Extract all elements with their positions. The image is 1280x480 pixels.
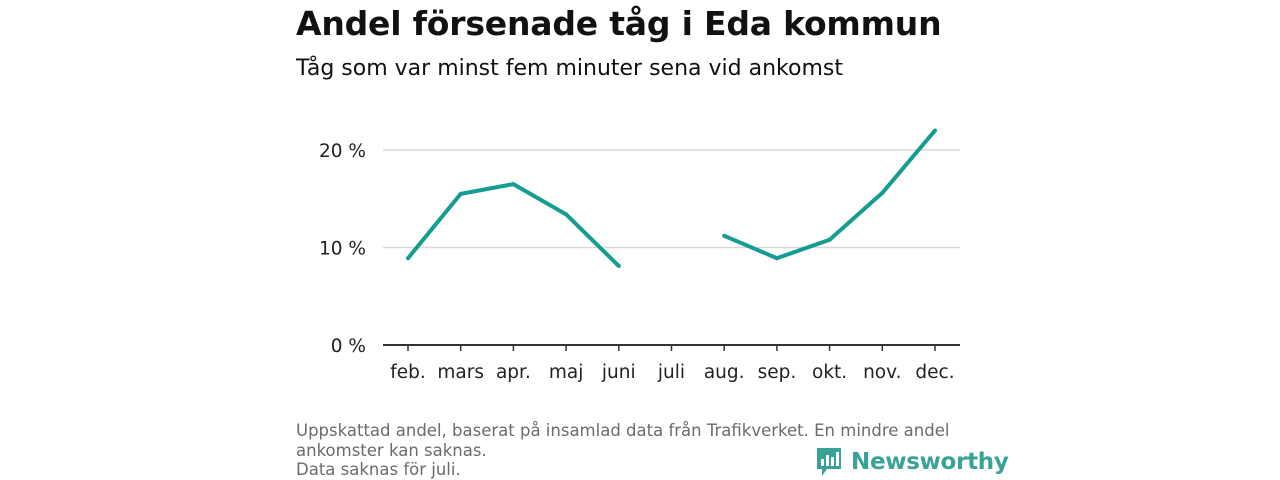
- brand-name: Newsworthy: [851, 449, 1009, 475]
- data-point: [406, 256, 410, 261]
- data-point: [827, 237, 832, 242]
- data-point: [564, 212, 569, 217]
- series-line: [406, 128, 937, 269]
- x-tick-label: aug.: [704, 362, 745, 383]
- newsworthy-logo-icon: [817, 448, 841, 476]
- data-point: [616, 264, 621, 269]
- data-point: [880, 190, 885, 195]
- x-tick-label: nov.: [863, 362, 901, 383]
- x-tick-label: okt.: [812, 362, 847, 383]
- y-tick-label: 20 %: [319, 141, 366, 162]
- x-tick-label: mars: [437, 362, 484, 383]
- data-point: [511, 182, 516, 187]
- data-point: [722, 233, 727, 238]
- x-tick-label: juni: [601, 362, 636, 383]
- footnote-line-2: ankomster kan saknas.: [296, 440, 487, 460]
- newsworthy-logo: Newsworthy: [815, 446, 1009, 478]
- data-point: [774, 256, 779, 261]
- x-tick-label: sep.: [758, 362, 797, 383]
- x-tick-label: dec.: [915, 362, 954, 383]
- footnote: Uppskattad andel, baserat på insamlad da…: [296, 421, 986, 480]
- y-axis-tick-labels: 0 % 10 % 20 %: [319, 141, 366, 357]
- x-axis-ticks: feb. mars apr. maj juni juli aug. sep. okt. nov. d…: [390, 345, 955, 383]
- x-tick-label: maj: [549, 362, 584, 383]
- data-point: [458, 191, 463, 196]
- y-tick-label: 10 %: [319, 239, 366, 260]
- chart-title: Andel försenade tåg i Eda kommun: [296, 4, 942, 43]
- chart-subtitle: Tåg som var minst fem minuter sena vid a…: [296, 56, 843, 81]
- x-tick-label: apr.: [496, 362, 531, 383]
- gridlines: [383, 149, 960, 249]
- series-line-segment: [406, 182, 621, 268]
- data-point: [933, 128, 937, 133]
- x-tick-label: juli: [657, 362, 685, 383]
- x-tick-label: feb.: [390, 362, 426, 383]
- footnote-line-3: Data saknas för juli.: [296, 460, 461, 479]
- y-tick-label: 0 %: [331, 336, 366, 357]
- footnote-line-1: Uppskattad andel, baserat på insamlad da…: [296, 421, 950, 440]
